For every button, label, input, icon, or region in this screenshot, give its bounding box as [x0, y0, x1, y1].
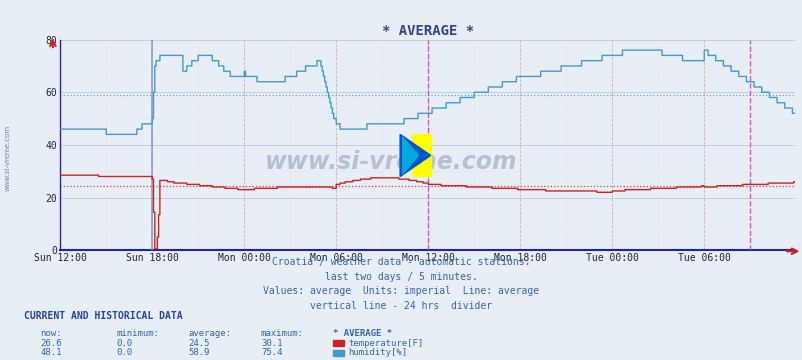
Text: minimum:: minimum: [116, 329, 160, 338]
Text: 0.0: 0.0 [116, 339, 132, 348]
Text: Croatia / weather data - automatic stations.: Croatia / weather data - automatic stati… [272, 257, 530, 267]
Text: 58.9: 58.9 [188, 348, 210, 357]
Polygon shape [399, 134, 430, 176]
Title: * AVERAGE *: * AVERAGE * [381, 24, 473, 39]
Polygon shape [402, 137, 418, 174]
Text: * AVERAGE *: * AVERAGE * [333, 329, 392, 338]
Text: last two days / 5 minutes.: last two days / 5 minutes. [325, 272, 477, 282]
Text: vertical line - 24 hrs  divider: vertical line - 24 hrs divider [310, 301, 492, 311]
Text: Values: average  Units: imperial  Line: average: Values: average Units: imperial Line: av… [263, 286, 539, 296]
Text: 30.1: 30.1 [261, 339, 282, 348]
Text: CURRENT AND HISTORICAL DATA: CURRENT AND HISTORICAL DATA [24, 311, 183, 321]
Text: 48.1: 48.1 [40, 348, 62, 357]
Text: now:: now: [40, 329, 62, 338]
Text: www.si-vreme.com: www.si-vreme.com [5, 125, 11, 192]
Text: 24.5: 24.5 [188, 339, 210, 348]
Text: 75.4: 75.4 [261, 348, 282, 357]
Text: humidity[%]: humidity[%] [348, 348, 407, 357]
Text: 0.0: 0.0 [116, 348, 132, 357]
Text: temperature[F]: temperature[F] [348, 339, 423, 348]
Text: average:: average: [188, 329, 232, 338]
Text: maximum:: maximum: [261, 329, 304, 338]
Text: 26.6: 26.6 [40, 339, 62, 348]
Text: www.si-vreme.com: www.si-vreme.com [264, 150, 516, 174]
Bar [412, 134, 430, 176]
